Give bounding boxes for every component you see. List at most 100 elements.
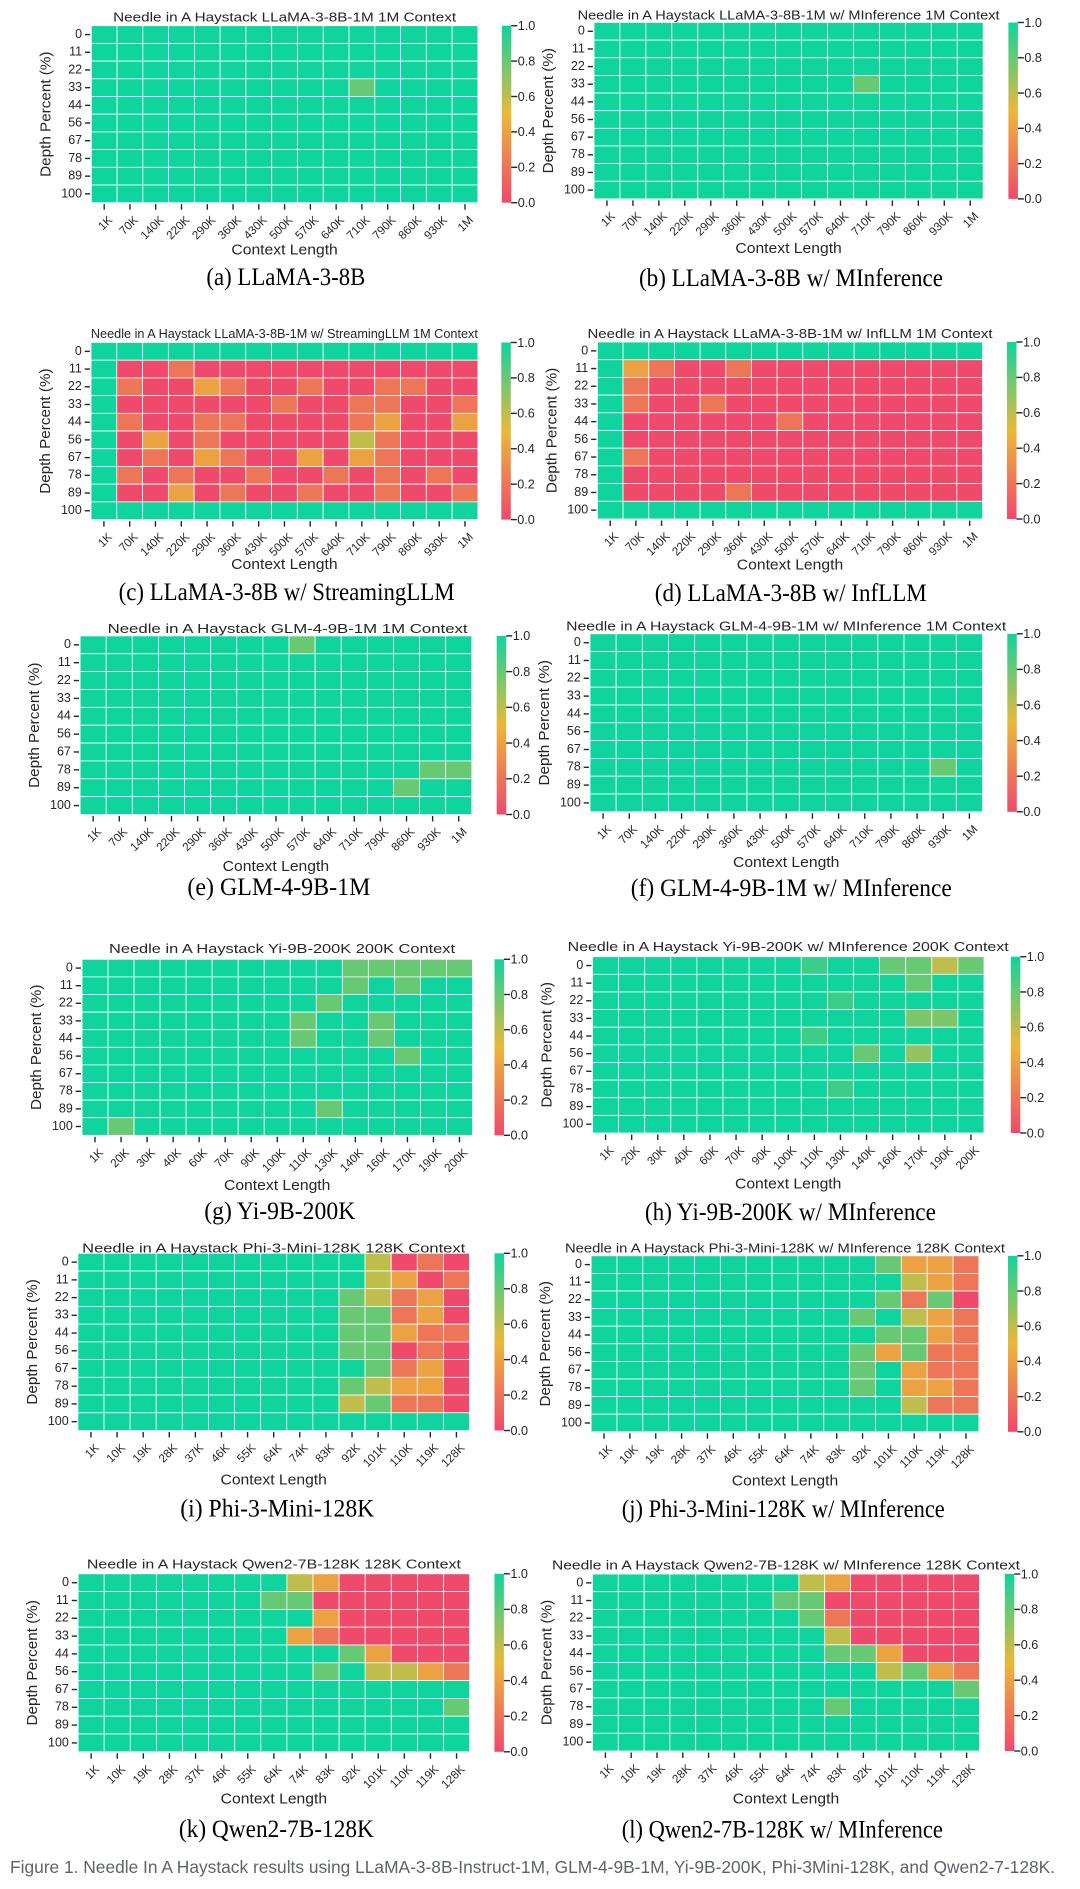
svg-text:Needle in A Haystack LLaMA-3-8: Needle in A Haystack LLaMA-3-8B-1M w/ MI… <box>578 9 1001 23</box>
svg-text:56: 56 <box>55 1343 69 1357</box>
svg-text:0.0: 0.0 <box>510 1745 528 1759</box>
svg-text:100: 100 <box>48 1735 69 1749</box>
svg-text:Context Length: Context Length <box>221 1471 327 1488</box>
svg-text:0.8: 0.8 <box>511 988 529 1002</box>
svg-text:22: 22 <box>68 379 82 393</box>
svg-text:56: 56 <box>55 1664 69 1678</box>
svg-text:0.4: 0.4 <box>510 1674 528 1688</box>
svg-text:Figure 1. Needle In A Haystack: Figure 1. Needle In A Haystack results u… <box>10 1857 1055 1877</box>
svg-text:1.0: 1.0 <box>510 1567 528 1581</box>
svg-text:0.6: 0.6 <box>1023 698 1041 712</box>
svg-text:0.2: 0.2 <box>517 477 535 491</box>
svg-text:44: 44 <box>59 1031 73 1045</box>
svg-text:44: 44 <box>68 415 82 429</box>
svg-text:100: 100 <box>562 1117 583 1131</box>
svg-text:0.6: 0.6 <box>518 90 536 104</box>
svg-text:100: 100 <box>562 1735 583 1749</box>
svg-text:33: 33 <box>55 1308 69 1322</box>
svg-text:22: 22 <box>567 671 581 685</box>
svg-text:67: 67 <box>569 1064 583 1078</box>
svg-text:0.0: 0.0 <box>517 513 535 527</box>
svg-text:0.2: 0.2 <box>510 1710 528 1724</box>
svg-text:89: 89 <box>68 169 82 183</box>
svg-text:Depth Percent (%): Depth Percent (%) <box>29 985 45 1110</box>
svg-text:78: 78 <box>567 760 581 774</box>
svg-text:0.0: 0.0 <box>518 196 536 210</box>
svg-text:100: 100 <box>52 1119 73 1133</box>
svg-text:22: 22 <box>569 1611 583 1625</box>
svg-text:78: 78 <box>57 762 71 776</box>
svg-text:100: 100 <box>561 1415 582 1429</box>
svg-text:0.8: 0.8 <box>1027 985 1045 999</box>
svg-text:78: 78 <box>571 147 585 161</box>
svg-text:1.0: 1.0 <box>1027 950 1045 964</box>
svg-text:56: 56 <box>574 432 588 446</box>
svg-text:56: 56 <box>59 1049 73 1063</box>
svg-text:0.0: 0.0 <box>1021 1744 1039 1758</box>
svg-text:22: 22 <box>68 62 82 76</box>
svg-text:Needle in A Haystack GLM-4-9B-: Needle in A Haystack GLM-4-9B-1M 1M Cont… <box>108 622 469 636</box>
svg-text:0.4: 0.4 <box>1021 1674 1039 1688</box>
svg-text:0: 0 <box>581 343 588 357</box>
svg-text:100: 100 <box>48 1414 69 1428</box>
svg-text:44: 44 <box>568 1327 582 1341</box>
svg-text:0.2: 0.2 <box>1024 157 1042 171</box>
svg-text:22: 22 <box>569 993 583 1007</box>
svg-text:0.6: 0.6 <box>511 1317 529 1331</box>
svg-text:Depth Percent (%): Depth Percent (%) <box>25 1600 41 1725</box>
svg-text:78: 78 <box>569 1081 583 1095</box>
svg-text:78: 78 <box>55 1379 69 1393</box>
svg-text:0.2: 0.2 <box>1027 1091 1045 1105</box>
svg-text:0.8: 0.8 <box>518 54 536 68</box>
svg-text:0.8: 0.8 <box>1024 1284 1042 1298</box>
svg-text:22: 22 <box>59 996 73 1010</box>
svg-text:22: 22 <box>571 59 585 73</box>
svg-text:0.2: 0.2 <box>511 1093 529 1107</box>
svg-text:11: 11 <box>575 361 588 375</box>
svg-text:0.4: 0.4 <box>518 125 536 139</box>
svg-text:11: 11 <box>568 653 581 667</box>
svg-text:33: 33 <box>68 80 82 94</box>
svg-text:22: 22 <box>55 1290 69 1304</box>
svg-text:0.8: 0.8 <box>510 1603 528 1617</box>
svg-text:89: 89 <box>57 780 71 794</box>
svg-text:0.2: 0.2 <box>1023 770 1041 784</box>
svg-text:78: 78 <box>574 467 588 481</box>
svg-text:56: 56 <box>57 727 71 741</box>
svg-text:33: 33 <box>55 1629 69 1643</box>
svg-text:(e) GLM-4-9B-1M: (e) GLM-4-9B-1M <box>187 874 370 901</box>
svg-text:67: 67 <box>55 1682 69 1696</box>
svg-text:78: 78 <box>568 1380 582 1394</box>
svg-text:67: 67 <box>567 742 581 756</box>
svg-text:89: 89 <box>68 485 82 499</box>
svg-text:0.4: 0.4 <box>513 736 531 750</box>
svg-text:0.8: 0.8 <box>517 371 535 385</box>
svg-text:Depth Percent (%): Depth Percent (%) <box>27 663 43 788</box>
svg-text:33: 33 <box>57 691 71 705</box>
svg-text:Context Length: Context Length <box>737 557 843 574</box>
svg-text:0: 0 <box>576 1575 583 1589</box>
svg-text:78: 78 <box>68 151 82 165</box>
svg-text:(a) LLaMA-3-8B: (a) LLaMA-3-8B <box>206 264 365 291</box>
svg-text:89: 89 <box>571 165 585 179</box>
svg-text:44: 44 <box>569 1028 583 1042</box>
svg-text:0: 0 <box>576 958 583 972</box>
svg-text:11: 11 <box>570 1593 583 1607</box>
svg-text:33: 33 <box>68 397 82 411</box>
svg-text:56: 56 <box>571 112 585 126</box>
svg-text:44: 44 <box>567 706 581 720</box>
svg-text:22: 22 <box>568 1292 582 1306</box>
svg-text:Needle in A Haystack Phi-3-Min: Needle in A Haystack Phi-3-Mini-128K 128… <box>82 1241 466 1255</box>
svg-text:Context Length: Context Length <box>735 240 841 257</box>
svg-text:89: 89 <box>568 1398 582 1412</box>
svg-text:0: 0 <box>75 344 82 358</box>
svg-text:44: 44 <box>55 1325 69 1339</box>
svg-text:Context Length: Context Length <box>231 242 337 259</box>
svg-text:67: 67 <box>59 1066 73 1080</box>
svg-text:0: 0 <box>75 27 82 41</box>
svg-text:0.0: 0.0 <box>1024 1425 1042 1439</box>
svg-text:11: 11 <box>570 976 583 990</box>
svg-text:78: 78 <box>55 1700 69 1714</box>
svg-text:Depth Percent (%): Depth Percent (%) <box>540 982 556 1107</box>
svg-text:0.0: 0.0 <box>511 1129 529 1143</box>
